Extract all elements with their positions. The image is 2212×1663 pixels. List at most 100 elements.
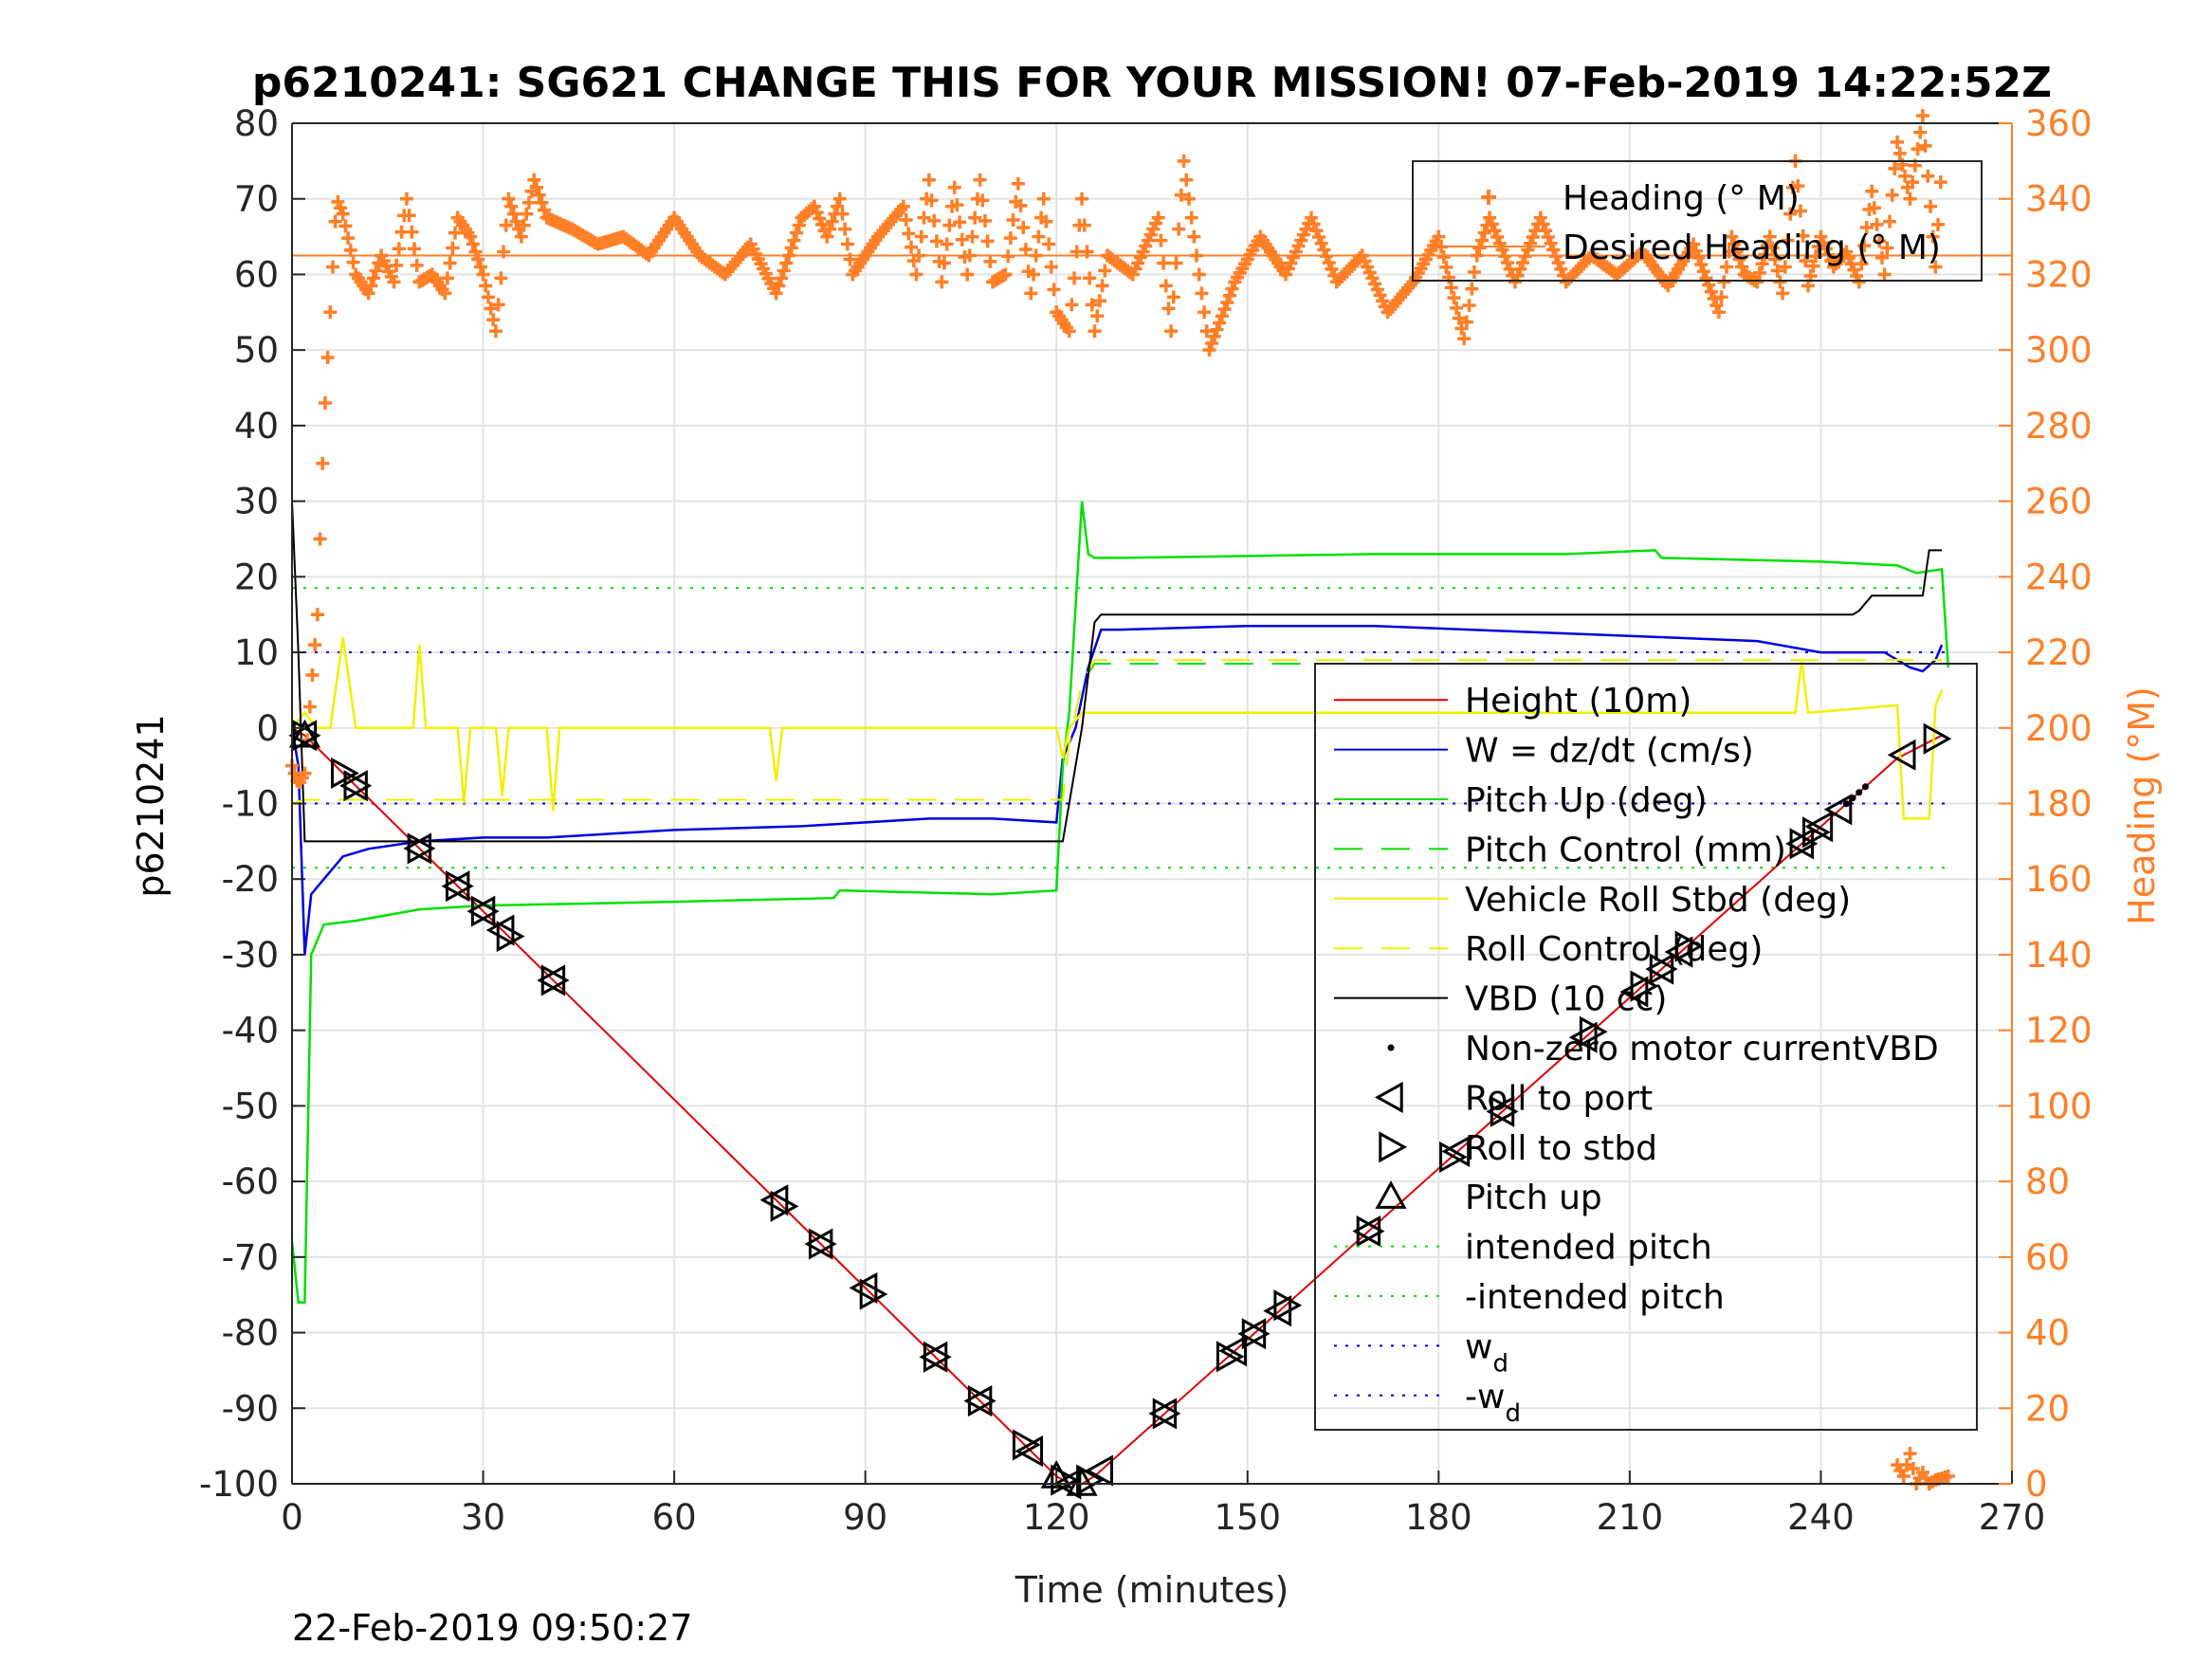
heading-point [1533,210,1547,225]
x-tick-label: 210 [1597,1497,1664,1538]
heading-point [1896,1470,1910,1484]
legend-swatch [1379,1131,1408,1163]
heading-point [405,225,419,239]
legend-swatch [1481,190,1496,205]
heading-point [1187,229,1201,244]
heading-point [517,218,531,232]
heading-point [1752,265,1766,280]
legend-swatch [1374,1081,1403,1113]
y-axis-label: p6210241 [130,714,172,897]
heading-point [506,207,521,221]
heading-point [1500,256,1514,270]
vbd-motor-dot [1842,800,1850,808]
heading-point [1483,210,1497,225]
heading-point [983,254,997,268]
heading-point [402,209,416,223]
heading-point [504,199,519,213]
y-tick-label: -60 [222,1161,279,1202]
heading-point [937,256,951,270]
heading-point [308,638,322,652]
heading-point [1220,295,1234,309]
heading-point [1696,265,1710,279]
heading-point [1166,290,1180,304]
heading-point [1457,332,1472,346]
roll-to-stbd-marker [1439,1141,1468,1173]
roll-to-stbd-marker [1152,1398,1181,1430]
heading-point [1874,250,1889,265]
y2-tick-label: 0 [2025,1464,2048,1505]
heading-point [1075,192,1089,206]
heading-point [1018,243,1033,257]
roll-to-port-marker [1085,1454,1113,1487]
heading-point [1085,298,1099,312]
legend-label: Roll Control (deg) [1465,930,1763,969]
heading-point [1903,1447,1917,1461]
legend-label: W = dz/dt (cm/s) [1465,732,1754,771]
x-tick-label: 180 [1405,1497,1472,1538]
x-tick-label: 90 [843,1497,887,1538]
y-tick-label: -70 [222,1237,279,1278]
heading-point [1092,294,1106,308]
heading-point [790,226,804,240]
heading-point [1931,217,1946,231]
series-line [291,659,1943,805]
heading-point [464,229,478,244]
heading-point [1709,299,1724,313]
heading-point [1924,199,1937,213]
heading-point [323,305,338,320]
heading-point [1485,217,1499,231]
heading-point [950,198,964,212]
heading-point [448,226,462,240]
heading-point [443,256,457,270]
heading-point [1776,286,1790,301]
y-tick-label: 50 [234,330,279,371]
heading-point [942,218,957,232]
heading-point [1885,188,1899,202]
heading-point [947,180,961,194]
heading-point [1906,175,1920,190]
heading-point [509,214,523,228]
pitch-up-marker [1040,1459,1072,1489]
roll-to-stbd-marker [1216,1341,1245,1373]
x-tick-label: 150 [1214,1497,1281,1538]
heading-point [1691,250,1706,265]
heading-point [1490,229,1505,244]
heading-point [779,256,794,270]
heading-point [1083,271,1097,285]
heading-point [1546,243,1561,257]
heading-point [1098,264,1112,278]
heading-point [1521,243,1535,257]
heading-point [1495,243,1509,257]
legend-label: Height (10m) [1465,682,1691,721]
legend-box [1314,663,1978,1431]
heading-point [1047,283,1061,297]
heading-point [494,271,508,285]
heading-point [1325,262,1339,276]
heading-point [1898,169,1912,183]
legend-label: Vehicle Roll Stbd (deg) [1465,881,1851,920]
roll-to-stbd-marker [1923,722,1952,755]
y-tick-label: 0 [256,708,279,749]
y2-tick-label: 240 [2025,557,2093,597]
y-tick-label: -10 [222,784,279,825]
heading-point [369,264,383,278]
heading-point [1855,257,1869,271]
heading-point [1913,125,1928,139]
heading-point [968,210,982,225]
heading-point [978,213,992,228]
heading-point [935,275,949,289]
roll-to-port-marker [1441,1135,1471,1167]
heading-point [1447,291,1461,305]
heading-point [960,267,975,282]
heading-point [1164,324,1179,338]
x-axis-label: Time (minutes) [1015,1569,1289,1611]
heading-point [1039,214,1053,228]
y2-tick-label: 100 [2025,1086,2093,1126]
heading-point [1773,275,1787,289]
y2-tick-label: 120 [2025,1011,2093,1051]
y2-tick-label: 280 [2025,406,2093,447]
heading-point [302,700,317,714]
heading-point [905,240,919,254]
heading-point [1202,343,1216,357]
